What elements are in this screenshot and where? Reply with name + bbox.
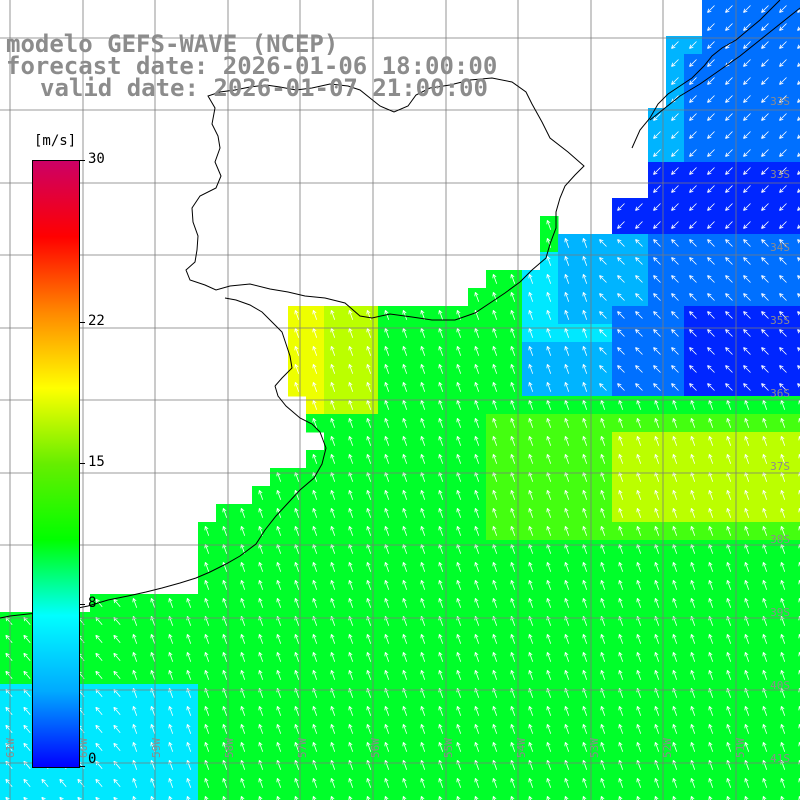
lat-label: 37S bbox=[770, 460, 790, 473]
lat-label: 41S bbox=[770, 752, 790, 765]
field-cell bbox=[576, 792, 595, 800]
field-cell bbox=[684, 792, 703, 800]
colorbar-tick-mark bbox=[79, 160, 85, 161]
lat-label: 40S bbox=[770, 679, 790, 692]
field-cell bbox=[486, 792, 505, 800]
field-cell bbox=[396, 792, 415, 800]
colorbar-unit: [m/s] bbox=[34, 133, 76, 149]
lon-label: 58W bbox=[223, 738, 236, 758]
lon-label: 61W bbox=[4, 738, 17, 758]
lat-label: 34S bbox=[770, 241, 790, 254]
field-cell bbox=[144, 792, 163, 800]
lon-label: 55W bbox=[442, 738, 455, 758]
field-cell bbox=[792, 540, 800, 559]
field-cell bbox=[648, 792, 667, 800]
field-cell bbox=[612, 792, 631, 800]
field-cell bbox=[324, 792, 343, 800]
field-cell bbox=[738, 792, 757, 800]
field-cell bbox=[792, 702, 800, 721]
colorbar-tick-mark bbox=[79, 322, 85, 323]
colorbar-tick-label: 8 bbox=[88, 595, 96, 611]
field-cell bbox=[792, 648, 800, 667]
field-cell bbox=[306, 792, 325, 800]
field-cell bbox=[792, 486, 800, 505]
colorbar-tick-label: 30 bbox=[88, 151, 105, 167]
field-cell bbox=[774, 792, 793, 800]
lat-label: 39S bbox=[770, 606, 790, 619]
field-cell bbox=[792, 630, 800, 649]
colorbar-tick-label: 0 bbox=[88, 751, 96, 767]
field-cell bbox=[432, 792, 451, 800]
field-cell bbox=[558, 792, 577, 800]
colorbar-tick-mark bbox=[79, 463, 85, 464]
field-cell bbox=[792, 576, 800, 595]
field-cell bbox=[594, 792, 613, 800]
field-cell bbox=[792, 720, 800, 739]
field-cell bbox=[792, 666, 800, 685]
title-valid-date: valid date: 2026-01-07 21:00:00 bbox=[40, 76, 488, 100]
field-cell bbox=[792, 468, 800, 487]
field-cell bbox=[504, 792, 523, 800]
field-cell bbox=[756, 792, 775, 800]
lon-label: 57W bbox=[296, 738, 309, 758]
lat-label: 35S bbox=[770, 314, 790, 327]
field-cell bbox=[450, 792, 469, 800]
lon-label: 52W bbox=[661, 738, 674, 758]
field-cell bbox=[378, 792, 397, 800]
field-cell bbox=[792, 684, 800, 703]
colorbar-tick-label: 15 bbox=[88, 454, 105, 470]
lon-label: 54W bbox=[515, 738, 528, 758]
field-cell bbox=[792, 558, 800, 577]
lat-label: 38S bbox=[770, 533, 790, 546]
field-cell bbox=[342, 792, 361, 800]
field-cell bbox=[180, 792, 199, 800]
field-cell bbox=[792, 504, 800, 523]
field-cell bbox=[126, 792, 145, 800]
field-cell bbox=[216, 792, 235, 800]
lat-label: 36S bbox=[770, 387, 790, 400]
field-cell bbox=[414, 792, 433, 800]
field-cell bbox=[630, 792, 649, 800]
field-cell bbox=[792, 414, 800, 433]
field-cell bbox=[252, 792, 271, 800]
lon-label: 51W bbox=[734, 738, 747, 758]
field-cell bbox=[702, 792, 721, 800]
field-cell bbox=[162, 792, 181, 800]
field-cell bbox=[792, 756, 800, 775]
field-cell bbox=[792, 450, 800, 469]
field-cell bbox=[792, 432, 800, 451]
field-cell bbox=[540, 792, 559, 800]
colorbar-tick-label: 22 bbox=[88, 313, 105, 329]
lon-label: 59W bbox=[150, 738, 163, 758]
field-cell bbox=[288, 792, 307, 800]
colorbar-gradient bbox=[32, 160, 80, 768]
field-cell bbox=[198, 792, 217, 800]
field-cell bbox=[270, 792, 289, 800]
colorbar-tick-mark bbox=[79, 766, 85, 767]
lat-label: 33S bbox=[770, 168, 790, 181]
field-cell bbox=[792, 396, 800, 415]
colorbar-tick-mark bbox=[79, 604, 85, 605]
field-cell bbox=[792, 738, 800, 757]
field-cell bbox=[792, 612, 800, 631]
field-cell bbox=[792, 774, 800, 793]
field-cell bbox=[522, 792, 541, 800]
field-cell bbox=[792, 594, 800, 613]
field-cell bbox=[468, 792, 487, 800]
field-cell bbox=[666, 792, 685, 800]
lon-label: 53W bbox=[588, 738, 601, 758]
lon-label: 56W bbox=[369, 738, 382, 758]
field-cell bbox=[234, 792, 253, 800]
field-cell bbox=[360, 792, 379, 800]
lat-label: 33S bbox=[770, 95, 790, 108]
field-cell bbox=[792, 522, 800, 541]
